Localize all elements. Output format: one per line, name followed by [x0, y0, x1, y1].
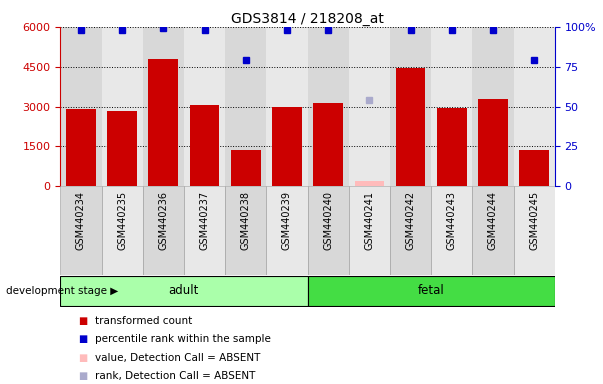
Bar [431, 186, 472, 275]
Text: GSM440241: GSM440241 [364, 191, 374, 250]
Text: rank, Detection Call = ABSENT: rank, Detection Call = ABSENT [95, 371, 256, 381]
Bar [66, 109, 96, 186]
Bar [231, 151, 260, 186]
Text: GSM440242: GSM440242 [406, 191, 415, 250]
Bar [390, 27, 431, 186]
Bar [355, 181, 384, 186]
Text: adult: adult [169, 285, 199, 297]
Bar [314, 103, 343, 186]
Bar [143, 27, 184, 186]
Bar [267, 186, 308, 275]
Bar [514, 27, 555, 186]
Text: GSM440244: GSM440244 [488, 191, 498, 250]
Bar [349, 186, 390, 275]
Bar [390, 186, 431, 275]
Text: ■: ■ [78, 316, 87, 326]
Text: value, Detection Call = ABSENT: value, Detection Call = ABSENT [95, 353, 260, 362]
Bar [184, 27, 225, 186]
Bar [107, 111, 137, 186]
Bar [60, 27, 101, 186]
Bar [190, 105, 219, 186]
Text: GSM440236: GSM440236 [159, 191, 168, 250]
Bar [225, 27, 267, 186]
Bar [60, 276, 308, 306]
Bar [472, 186, 514, 275]
Bar [272, 107, 302, 186]
Text: GSM440238: GSM440238 [241, 191, 251, 250]
Bar [308, 186, 349, 275]
Bar [148, 59, 178, 186]
Text: GSM440240: GSM440240 [323, 191, 333, 250]
Bar [396, 68, 425, 186]
Text: GSM440245: GSM440245 [529, 191, 539, 250]
Text: GSM440243: GSM440243 [447, 191, 456, 250]
Text: transformed count: transformed count [95, 316, 192, 326]
Bar [308, 276, 555, 306]
Text: GSM440237: GSM440237 [200, 191, 209, 250]
Text: ■: ■ [78, 371, 87, 381]
Bar [519, 150, 549, 186]
Text: GSM440235: GSM440235 [117, 191, 127, 250]
Bar [431, 27, 472, 186]
Text: ■: ■ [78, 353, 87, 362]
Bar [101, 27, 143, 186]
Bar [60, 186, 101, 275]
Bar [472, 27, 514, 186]
Text: fetal: fetal [418, 285, 444, 297]
Text: GSM440234: GSM440234 [76, 191, 86, 250]
Title: GDS3814 / 218208_at: GDS3814 / 218208_at [231, 12, 384, 26]
Bar [437, 108, 467, 186]
Bar [478, 99, 508, 186]
Bar [143, 186, 184, 275]
Bar [225, 186, 267, 275]
Bar [349, 27, 390, 186]
Text: GSM440239: GSM440239 [282, 191, 292, 250]
Text: development stage ▶: development stage ▶ [6, 286, 118, 296]
Bar [101, 186, 143, 275]
Bar [514, 186, 555, 275]
Text: ■: ■ [78, 334, 87, 344]
Text: percentile rank within the sample: percentile rank within the sample [95, 334, 271, 344]
Bar [184, 186, 225, 275]
Bar [267, 27, 308, 186]
Bar [308, 27, 349, 186]
